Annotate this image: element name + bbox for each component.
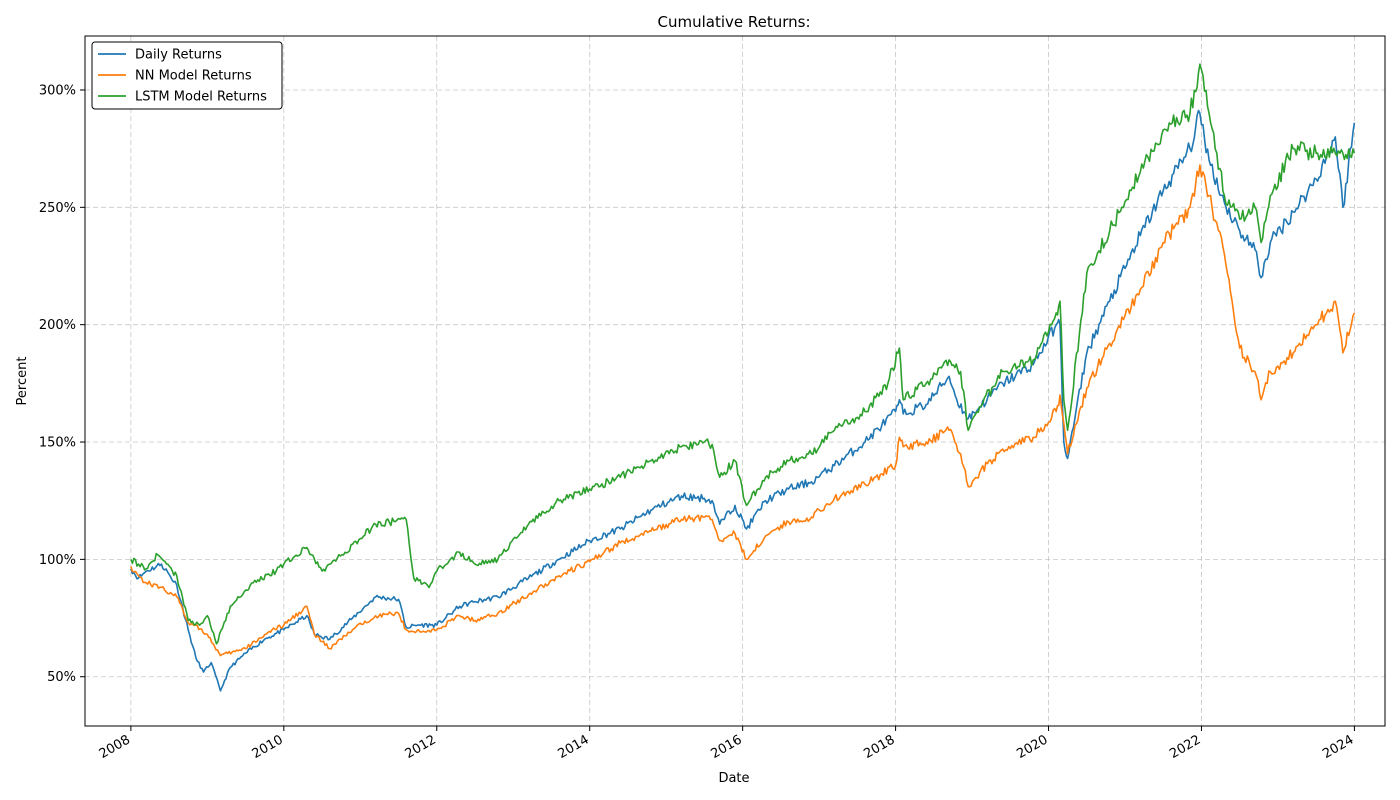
x-axis: 2008 2010 2012 2014 2016 2018 2020 2022 2024	[97, 726, 1356, 762]
y-tick-label: 300%	[39, 83, 76, 98]
x-tick-label: 2008	[97, 732, 133, 762]
y-tick-label: 150%	[39, 436, 76, 451]
x-tick-label: 2024	[1320, 732, 1356, 762]
series-line-nn-model-returns	[130, 164, 1356, 657]
grid-layer	[85, 36, 1385, 726]
x-tick-label: 2012	[403, 732, 439, 762]
x-tick-label: 2020	[1014, 732, 1050, 762]
x-tick-label: 2014	[556, 732, 592, 762]
y-tick-label: 50%	[47, 670, 76, 685]
legend-box	[91, 41, 283, 110]
chart-title: Cumulative Returns:	[657, 13, 810, 31]
y-axis: 50% 100% 150% 200% 250% 300%	[39, 83, 85, 685]
x-tick-label: 2016	[708, 732, 744, 762]
y-axis-label: Percent	[15, 357, 30, 406]
x-tick-label: 2022	[1167, 732, 1203, 762]
x-tick-label: 2018	[861, 732, 897, 762]
legend-label: LSTM Model Returns	[135, 90, 267, 105]
x-tick-label: 2010	[250, 732, 286, 762]
y-tick-label: 100%	[39, 553, 76, 568]
y-tick-label: 250%	[39, 201, 76, 216]
legend: Daily Returns NN Model Returns LSTM Model …	[91, 41, 283, 110]
legend-label: NN Model Returns	[135, 69, 252, 84]
x-axis-label: Date	[718, 771, 749, 786]
plot-frame	[84, 35, 1386, 727]
series-line-daily-returns	[130, 109, 1356, 692]
y-tick-label: 200%	[39, 318, 76, 333]
legend-label: Daily Returns	[135, 48, 222, 63]
series-layer	[130, 63, 1356, 692]
series-line-lstm-model-returns	[130, 63, 1356, 645]
